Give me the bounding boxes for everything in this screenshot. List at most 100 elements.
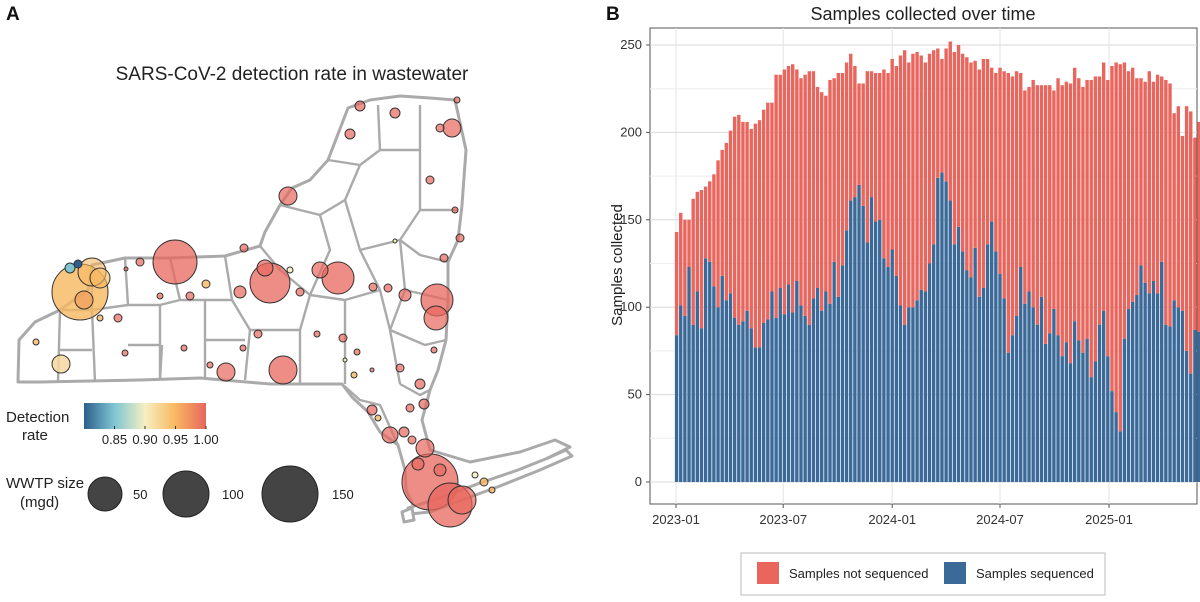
y-tick-label: 50	[628, 387, 642, 402]
bar-sequenced	[1072, 321, 1077, 482]
bar-sequenced	[786, 284, 791, 482]
bar-sequenced	[1160, 261, 1164, 482]
bar-not-sequenced	[807, 71, 811, 325]
bar-sequenced	[977, 296, 981, 482]
bar-sequenced	[973, 247, 977, 482]
bar-not-sequenced	[815, 86, 820, 288]
bar-sequenced	[981, 287, 986, 482]
bar-not-sequenced	[990, 67, 994, 222]
x-tick-label: 2025-01	[1085, 512, 1133, 527]
bar-sequenced	[919, 289, 923, 482]
bar-not-sequenced	[1035, 85, 1040, 325]
wwtp-point	[407, 435, 417, 445]
bar-not-sequenced	[753, 123, 758, 348]
panel-a-title: SARS-CoV-2 detection rate in wastewater	[116, 64, 469, 85]
bar-sequenced	[1002, 298, 1006, 482]
bar-sequenced	[1056, 335, 1060, 482]
bar-not-sequenced	[1193, 137, 1197, 330]
wwtp-point	[433, 463, 447, 477]
bar-sequenced	[1143, 282, 1147, 482]
bar-sequenced	[807, 324, 811, 482]
wwtp-point	[239, 344, 247, 352]
panel-a-letter: A	[6, 4, 20, 25]
wwtp-point	[395, 363, 405, 373]
bar-not-sequenced	[948, 41, 952, 201]
bar-sequenced	[732, 317, 737, 482]
bar-sequenced	[1097, 324, 1102, 482]
size-legend-title-1: WWTP size	[6, 475, 84, 492]
wwtp-point	[96, 314, 104, 322]
bar-sequenced	[745, 310, 749, 482]
legend-box	[740, 552, 1106, 596]
bar-not-sequenced	[865, 71, 870, 243]
bar-sequenced	[766, 319, 770, 482]
bar-sequenced	[803, 315, 807, 482]
bar-sequenced	[811, 298, 816, 482]
bar-sequenced	[695, 291, 700, 482]
bar-not-sequenced	[1085, 79, 1089, 339]
y-tick-label: 0	[635, 474, 642, 489]
wwtp-point	[435, 123, 445, 133]
bar-not-sequenced	[1172, 113, 1176, 301]
bar-not-sequenced	[712, 174, 716, 287]
wwtp-point	[32, 338, 40, 346]
bar-sequenced	[1176, 307, 1181, 482]
bar-sequenced	[712, 286, 716, 482]
bar-sequenced	[1068, 363, 1073, 482]
wwtp-point	[73, 259, 83, 269]
bar-not-sequenced	[766, 102, 770, 320]
bar-sequenced	[1126, 308, 1131, 482]
bar-sequenced	[687, 266, 691, 482]
wwtp-point	[342, 357, 348, 363]
bar-not-sequenced	[915, 51, 919, 301]
detection-legend-title-1: Detection	[6, 409, 69, 426]
bar-sequenced	[778, 287, 782, 482]
bar-not-sequenced	[944, 48, 948, 182]
bar-not-sequenced	[1130, 67, 1135, 302]
bar-not-sequenced	[720, 149, 724, 276]
bar-not-sequenced	[1114, 62, 1118, 413]
bar-not-sequenced	[782, 69, 787, 315]
bar-not-sequenced	[1064, 81, 1069, 343]
bar-sequenced	[1010, 335, 1015, 482]
bar-not-sequenced	[923, 62, 928, 292]
bar-sequenced	[782, 314, 787, 482]
bar-not-sequenced	[687, 219, 691, 267]
bar-sequenced	[708, 261, 712, 482]
county-line	[327, 104, 449, 264]
wwtp-point	[201, 279, 211, 289]
bar-not-sequenced	[902, 50, 907, 325]
bar-sequenced	[998, 273, 1002, 482]
bar-sequenced	[1139, 265, 1143, 482]
bar-not-sequenced	[695, 191, 700, 292]
legend-swatch-sequenced	[944, 562, 966, 584]
size-legend-circle-large	[261, 465, 319, 523]
wwtp-point	[233, 285, 247, 299]
bar-not-sequenced	[886, 72, 890, 267]
bar-sequenced	[824, 291, 828, 482]
size-legend-title-2: (mgd)	[20, 494, 59, 511]
bar-not-sequenced	[1180, 135, 1185, 311]
wwtp-point	[311, 261, 329, 279]
bar-not-sequenced	[832, 78, 836, 262]
wwtp-point	[423, 305, 449, 331]
bar-not-sequenced	[778, 74, 782, 288]
detection-ticks: 0.85 0.90 0.95 1.00	[102, 426, 219, 447]
bar-not-sequenced	[1106, 79, 1110, 357]
bar-not-sequenced	[1176, 106, 1181, 308]
bar-sequenced	[724, 300, 729, 482]
bar-sequenced	[1130, 301, 1135, 482]
bar-sequenced	[840, 265, 845, 482]
bar-not-sequenced	[828, 79, 832, 304]
bar-sequenced	[1019, 266, 1023, 482]
bar-sequenced	[1006, 352, 1011, 482]
bar-not-sequenced	[960, 53, 965, 252]
size-legend-label-small: 50	[133, 487, 147, 502]
bar-sequenced	[927, 263, 932, 482]
bar-sequenced	[960, 251, 965, 482]
wwtp-point	[123, 266, 129, 272]
bar-not-sequenced	[898, 55, 903, 306]
bar-sequenced	[737, 324, 741, 482]
bar-not-sequenced	[861, 83, 865, 206]
